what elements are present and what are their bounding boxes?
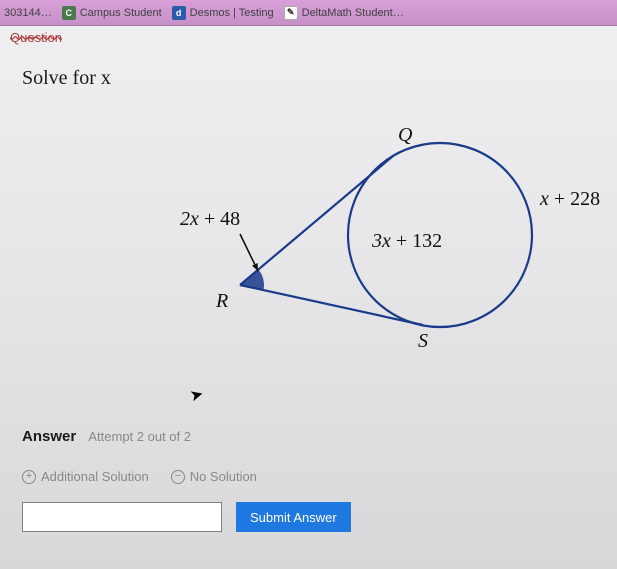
tab-label: Desmos | Testing	[190, 7, 274, 19]
no-solution-button[interactable]: − No Solution	[171, 469, 257, 484]
plus-icon: +	[22, 470, 36, 484]
answer-input[interactable]	[22, 502, 222, 532]
browser-tab-bar: 303144… C Campus Student d Desmos | Test…	[0, 0, 617, 26]
no-solution-label: No Solution	[190, 469, 257, 484]
tab-item-delta[interactable]: ✎ DeltaMath Student…	[284, 6, 404, 20]
desmos-favicon: d	[172, 6, 186, 20]
answer-header: Answer Attempt 2 out of 2	[22, 428, 582, 445]
attempt-counter: Attempt 2 out of 2	[88, 429, 191, 444]
point-label-Q: Q	[398, 124, 412, 147]
breadcrumb: Question	[0, 26, 617, 49]
campus-favicon: C	[62, 6, 76, 20]
point-label-S: S	[418, 330, 428, 353]
point-label-R: R	[216, 290, 228, 313]
additional-solution-label: Additional Solution	[41, 469, 149, 484]
tab-item-campus[interactable]: C Campus Student	[62, 6, 162, 20]
tab-item-desmos[interactable]: d Desmos | Testing	[172, 6, 274, 20]
arc-expression-near: 3x + 132	[372, 230, 442, 253]
answer-label: Answer	[22, 428, 76, 445]
angle-expression-R: 2x + 48	[180, 208, 240, 231]
arc-expression-far: x + 228	[540, 188, 600, 211]
submit-answer-button[interactable]: Submit Answer	[236, 502, 351, 532]
tab-label: DeltaMath Student…	[302, 7, 404, 19]
tab-item[interactable]: 303144…	[4, 7, 52, 19]
tab-label: 303144…	[4, 7, 52, 19]
geometry-diagram: Q R S 2x + 48 3x + 132 x + 228	[0, 90, 617, 370]
mouse-cursor-icon: ➤	[188, 384, 206, 407]
solution-options-row: + Additional Solution − No Solution	[22, 469, 582, 484]
tab-label: Campus Student	[80, 7, 162, 19]
minus-icon: −	[171, 470, 185, 484]
diagram-svg	[0, 90, 617, 370]
answer-input-row: Submit Answer	[22, 502, 582, 532]
additional-solution-button[interactable]: + Additional Solution	[22, 469, 149, 484]
problem-prompt: Solve for x	[0, 49, 617, 90]
deltamath-favicon: ✎	[284, 6, 298, 20]
answer-section: Answer Attempt 2 out of 2 + Additional S…	[22, 428, 582, 532]
